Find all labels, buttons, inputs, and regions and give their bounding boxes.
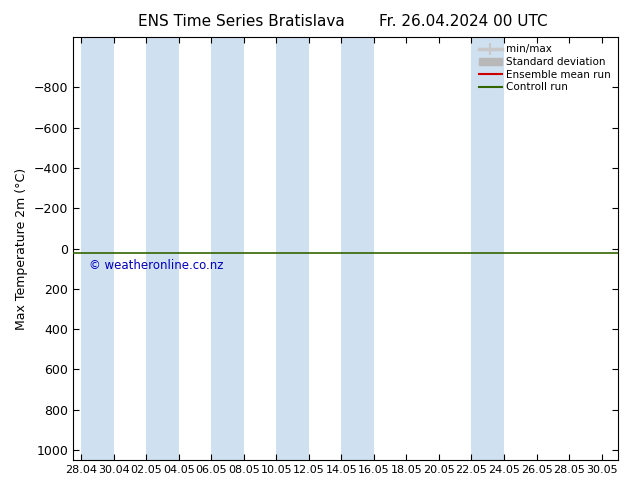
- Bar: [146, 37, 179, 460]
- Legend: min/max, Standard deviation, Ensemble mean run, Controll run: min/max, Standard deviation, Ensemble me…: [477, 42, 612, 94]
- Text: © weatheronline.co.nz: © weatheronline.co.nz: [89, 259, 224, 271]
- Y-axis label: Max Temperature 2m (°C): Max Temperature 2m (°C): [15, 168, 28, 330]
- Text: ENS Time Series Bratislava: ENS Time Series Bratislava: [138, 14, 344, 29]
- Bar: [211, 37, 243, 460]
- Bar: [341, 37, 374, 460]
- Bar: [81, 37, 113, 460]
- Bar: [276, 37, 309, 460]
- Text: Fr. 26.04.2024 00 UTC: Fr. 26.04.2024 00 UTC: [378, 14, 547, 29]
- Bar: [472, 37, 504, 460]
